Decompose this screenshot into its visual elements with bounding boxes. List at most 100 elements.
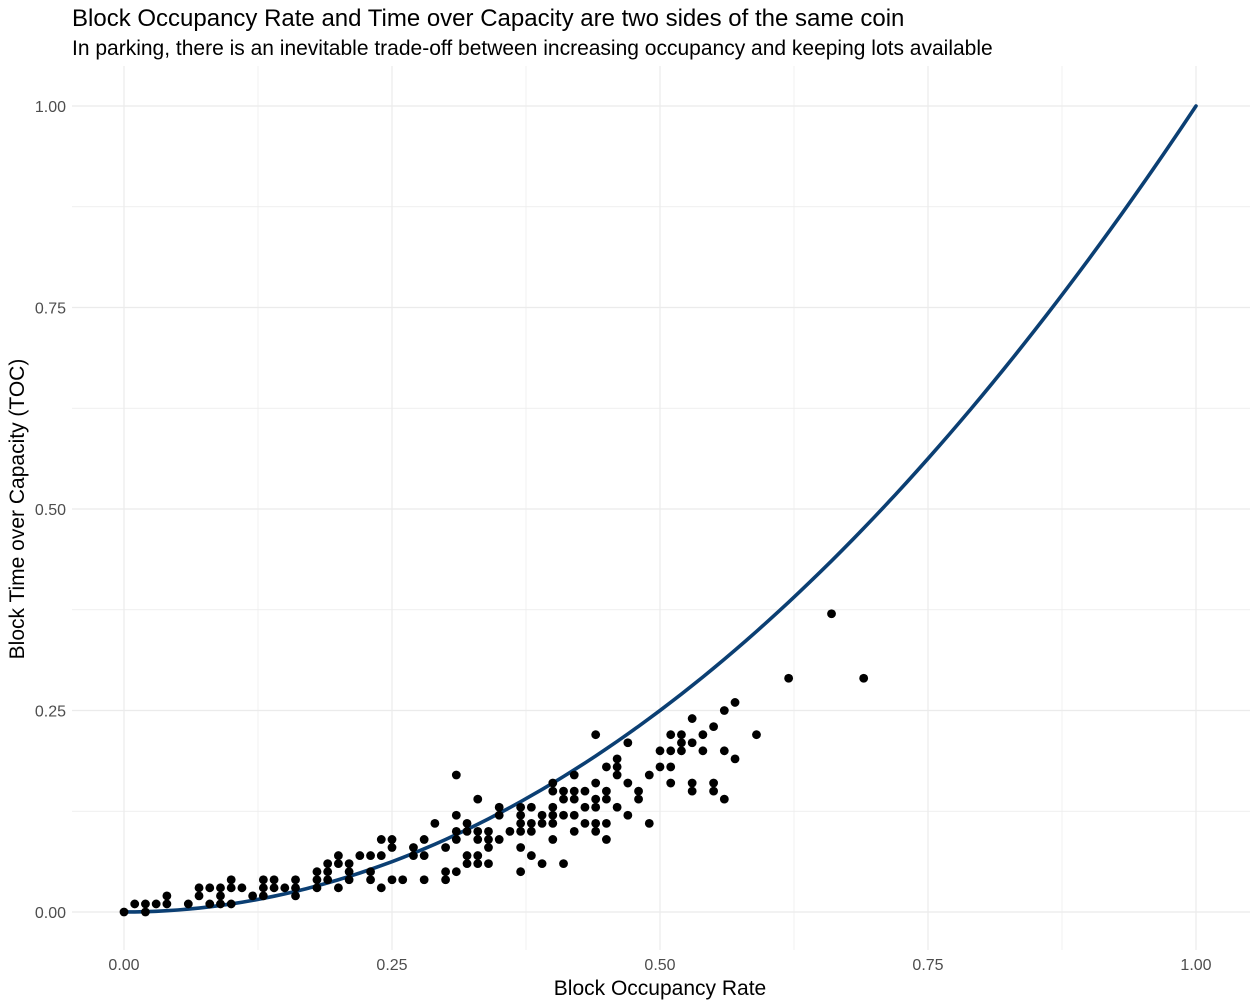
data-point xyxy=(258,875,268,885)
data-point xyxy=(387,875,397,885)
data-point xyxy=(666,762,676,772)
data-point xyxy=(569,770,579,780)
data-point xyxy=(505,827,515,836)
fit-curve-layer xyxy=(122,104,1198,914)
x-tick-label: 0.00 xyxy=(108,957,139,974)
data-point xyxy=(258,883,268,893)
data-point xyxy=(623,778,633,788)
data-point xyxy=(344,875,354,885)
data-point xyxy=(537,859,547,869)
data-point xyxy=(366,875,375,885)
data-point xyxy=(430,818,440,828)
data-point xyxy=(591,730,601,740)
data-point xyxy=(526,827,536,836)
data-point xyxy=(376,883,386,893)
data-point xyxy=(162,899,172,909)
data-point xyxy=(451,867,461,877)
data-point xyxy=(484,827,493,836)
data-point xyxy=(119,907,129,917)
data-point xyxy=(655,762,665,772)
data-point xyxy=(291,875,300,885)
data-point xyxy=(130,899,140,909)
x-axis-ticks: 0.00 0.25 0.50 0.75 1.00 xyxy=(108,957,1211,974)
chart-subtitle: In parking, there is an inevitable trade… xyxy=(72,37,993,60)
data-point xyxy=(484,843,493,852)
data-point xyxy=(226,875,236,885)
data-point xyxy=(537,818,547,828)
data-point xyxy=(559,810,568,820)
data-point xyxy=(548,786,558,796)
data-point xyxy=(677,746,686,756)
data-point xyxy=(162,891,172,901)
data-point xyxy=(687,738,697,748)
data-point xyxy=(580,802,590,812)
data-point xyxy=(355,851,365,860)
data-point xyxy=(569,810,579,820)
data-point xyxy=(612,762,622,772)
data-point xyxy=(569,794,579,804)
data-point xyxy=(473,827,483,836)
x-tick-label: 1.00 xyxy=(1180,957,1211,974)
data-point xyxy=(269,875,279,885)
data-point xyxy=(398,875,408,885)
data-point xyxy=(644,770,654,780)
data-point xyxy=(698,730,708,740)
data-point xyxy=(366,851,375,860)
data-point xyxy=(216,883,225,893)
data-point xyxy=(623,810,633,820)
data-point xyxy=(677,738,686,748)
data-point xyxy=(548,835,558,844)
y-tick-label: 0.25 xyxy=(35,704,66,721)
data-point xyxy=(666,730,676,740)
data-point xyxy=(441,867,450,877)
data-point xyxy=(516,810,526,820)
data-point xyxy=(387,835,397,844)
scatter-points xyxy=(119,609,869,917)
data-point xyxy=(226,883,236,893)
data-point xyxy=(516,867,526,877)
data-point xyxy=(591,778,601,788)
data-point xyxy=(451,810,461,820)
data-point xyxy=(323,867,333,877)
data-point xyxy=(216,899,225,909)
y-axis-ticks: 0.00 0.25 0.50 0.75 1.00 xyxy=(35,99,66,922)
data-point xyxy=(280,883,290,893)
data-point xyxy=(226,899,236,909)
data-point xyxy=(827,609,836,619)
data-point xyxy=(612,754,622,764)
data-point xyxy=(494,835,504,844)
data-point xyxy=(484,859,493,869)
data-point xyxy=(602,762,611,772)
x-tick-label: 0.75 xyxy=(912,957,943,974)
data-point xyxy=(312,867,322,877)
data-point xyxy=(687,714,697,723)
data-point xyxy=(473,794,483,804)
data-point xyxy=(548,810,558,820)
data-point xyxy=(516,818,526,828)
data-point xyxy=(237,883,247,893)
data-point xyxy=(419,875,429,885)
data-point xyxy=(409,843,418,852)
data-point xyxy=(451,827,461,836)
data-point xyxy=(752,730,761,740)
data-point xyxy=(248,891,258,901)
data-point xyxy=(258,891,268,901)
data-point xyxy=(559,794,568,804)
data-point xyxy=(730,754,740,764)
data-point xyxy=(687,786,697,796)
data-point xyxy=(634,794,643,804)
data-point xyxy=(709,786,718,796)
data-point xyxy=(580,786,590,796)
y-axis-title: Block Time over Capacity (TOC) xyxy=(6,359,29,660)
data-point xyxy=(709,722,718,732)
data-point xyxy=(344,867,354,877)
data-point xyxy=(591,827,601,836)
data-point xyxy=(719,794,729,804)
data-point xyxy=(344,859,354,869)
data-point xyxy=(387,843,397,852)
data-point xyxy=(462,827,472,836)
data-point xyxy=(569,827,579,836)
data-point xyxy=(441,875,450,885)
data-point xyxy=(687,778,697,788)
